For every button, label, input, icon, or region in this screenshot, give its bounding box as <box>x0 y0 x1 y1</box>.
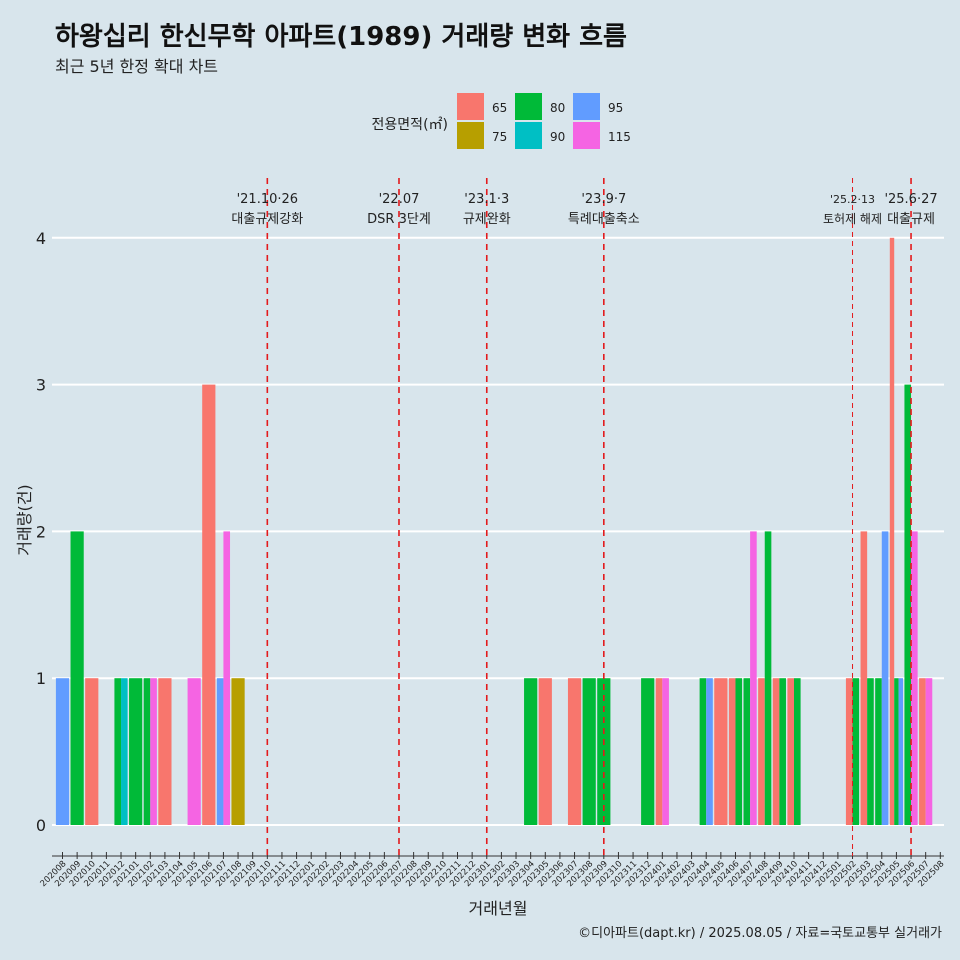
legend-swatch-90 <box>515 122 542 149</box>
legend-swatch-95 <box>573 93 600 120</box>
event-date: '23.1·3 <box>464 192 509 207</box>
bar-202307-65 <box>567 678 582 825</box>
source-caption: ©디아파트(dapt.kr) / 2025.08.05 / 자료=국토교통부 실… <box>578 926 942 941</box>
bar-202408-80 <box>764 531 772 825</box>
bar-202504-80 <box>875 678 882 825</box>
bar-202105-115 <box>187 678 201 825</box>
bar-202408-65 <box>758 678 765 825</box>
bar-202505-95 <box>898 678 904 825</box>
bar-202108-75 <box>231 678 245 825</box>
bar-202304-80 <box>524 678 538 825</box>
bar-202107-115 <box>223 531 231 825</box>
bar-202401-65 <box>655 678 663 825</box>
bar-202409-65 <box>772 678 780 825</box>
bar-202106-65 <box>202 384 216 825</box>
event-label: 대출규제 <box>887 212 935 227</box>
legend-swatch-80 <box>515 93 542 120</box>
chart-subtitle: 최근 5년 한정 확대 차트 <box>55 57 219 76</box>
y-tick-label: 0 <box>36 816 46 835</box>
bar-202103-65 <box>158 678 172 825</box>
legend-label: 95 <box>608 101 623 115</box>
legend-swatch-115 <box>573 122 600 149</box>
y-tick-label: 2 <box>36 522 46 541</box>
legend-label: 90 <box>550 130 565 144</box>
legend-label: 65 <box>492 101 507 115</box>
event-label: 특례대출축소 <box>568 212 640 227</box>
bar-202504-95 <box>881 531 889 825</box>
x-axis-title: 거래년월 <box>469 899 528 918</box>
event-date: '25.2·13 <box>830 193 875 206</box>
event-label: 대출규제강화 <box>231 212 303 227</box>
legend-swatch-75 <box>457 122 484 149</box>
bar-202506-80 <box>904 384 912 825</box>
legend-title: 전용면적(㎡) <box>372 117 448 133</box>
bar-202507-65 <box>919 678 926 825</box>
bar-202401-115 <box>662 678 669 825</box>
bar-202312-80 <box>641 678 655 825</box>
event-label: 규제완화 <box>463 212 511 227</box>
y-tick-label: 1 <box>36 669 46 688</box>
chart-title: 하왕십리 한신무학 아파트(1989) 거래량 변화 흐름 <box>55 22 627 52</box>
event-date: '25.6·27 <box>884 192 937 207</box>
legend-label: 80 <box>550 101 565 115</box>
bar-202506-115 <box>911 531 918 825</box>
bar-202405-65 <box>714 678 728 825</box>
bar-202406-80 <box>735 678 743 825</box>
y-tick-label: 3 <box>36 376 46 395</box>
bar-202102-115 <box>150 678 157 825</box>
bar-202102-80 <box>143 678 151 825</box>
bar-202503-65 <box>860 531 868 825</box>
bar-202101-80 <box>129 678 143 825</box>
bar-202410-80 <box>794 678 801 825</box>
legend-swatch-65 <box>457 93 484 120</box>
bar-202502-80 <box>852 678 860 825</box>
bar-202503-80 <box>867 678 874 825</box>
event-label: DSR 3단계 <box>367 212 431 227</box>
bar-202409-80 <box>779 678 786 825</box>
bar-202008-95 <box>55 678 70 825</box>
bar-202507-115 <box>925 678 933 825</box>
y-axis-title: 거래량(건) <box>15 484 34 555</box>
bar-202404-95 <box>706 678 713 825</box>
bar-202404-80 <box>699 678 707 825</box>
event-date: '23.9·7 <box>581 192 626 207</box>
event-date: '22.07 <box>379 192 420 207</box>
bar-202012-80 <box>114 678 122 825</box>
bar-202502-65 <box>845 678 853 825</box>
legend-label: 75 <box>492 130 507 144</box>
legend-label: 115 <box>608 130 631 144</box>
bar-202107-95 <box>216 678 224 825</box>
bar-202407-80 <box>743 678 751 825</box>
bar-202012-90 <box>121 678 128 825</box>
event-date: '21.10·26 <box>237 192 298 207</box>
bar-202407-115 <box>750 531 757 825</box>
bar-202505-80 <box>894 678 899 825</box>
bar-202406-65 <box>728 678 736 825</box>
bar-202505-65 <box>889 237 895 826</box>
bar-202009-80 <box>70 531 84 825</box>
bar-202010-65 <box>85 678 99 825</box>
bar-202305-65 <box>538 678 552 825</box>
bar-202410-65 <box>787 678 794 825</box>
y-tick-label: 4 <box>36 229 46 248</box>
event-label: 토허제 해제 <box>823 212 882 226</box>
bar-202308-80 <box>582 678 596 825</box>
